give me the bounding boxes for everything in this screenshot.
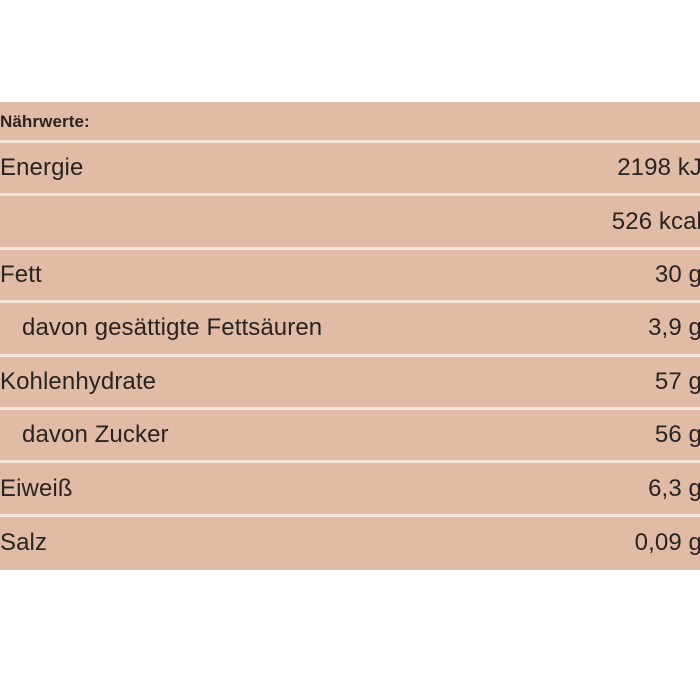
nutrient-value: 6,3 g [648,474,700,502]
nutrient-label: davon gesättigte Fettsäuren [22,314,323,342]
table-row: davon gesättigte Fettsäuren 3,9 g [0,303,700,357]
nutrition-facts-panel: Nährwerte: Energie 2198 kJ 526 kcal Fett… [0,102,700,583]
nutrient-label: Kohlenhydrate [0,367,157,395]
nutrient-label: Energie [0,154,84,182]
table-row: Salz 0,09 g [0,516,700,571]
nutrient-value: 3,9 g [648,314,700,342]
nutrient-value: 57 g [654,367,700,395]
nutrition-header-row: Nährwerte: [0,102,700,143]
nutrition-heading: Nährwerte: [0,111,90,131]
nutrient-label: davon Zucker [22,421,169,449]
nutrient-value: 30 g [654,260,700,288]
nutrient-label: Eiweiß [0,474,73,502]
table-row: Kohlenhydrate 57 g [0,356,700,410]
table-row: Energie 2198 kJ [0,143,700,197]
nutrient-label: Fett [0,260,42,288]
nutrient-value: 2198 kJ [617,154,700,182]
nutrient-label: Salz [0,529,48,557]
table-row: davon Zucker 56 g [0,409,700,464]
nutrition-table: Nährwerte: Energie 2198 kJ 526 kcal Fett… [0,102,700,571]
nutrient-value: 526 kcal [611,207,700,235]
table-row: 526 kcal [0,196,700,250]
table-row: Fett 30 g [0,249,700,304]
nutrient-value: 56 g [654,421,700,449]
nutrient-value: 0,09 g [634,529,700,557]
table-row: Eiweiß 6,3 g [0,463,700,517]
